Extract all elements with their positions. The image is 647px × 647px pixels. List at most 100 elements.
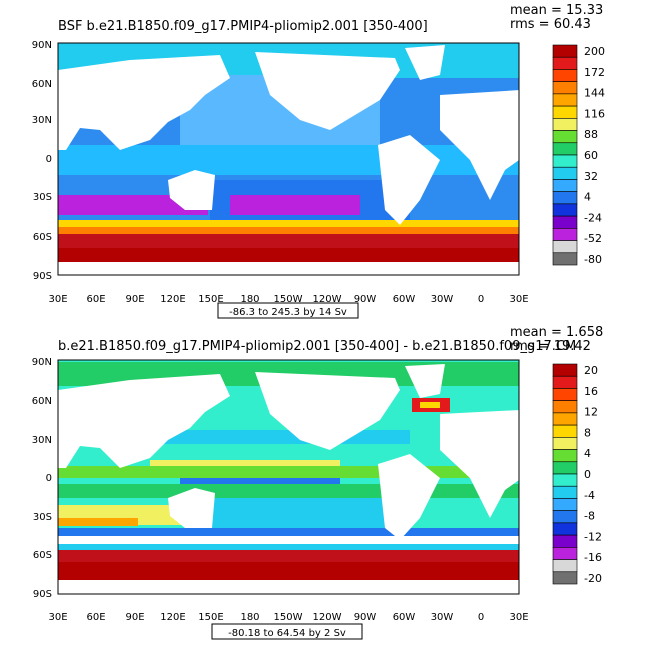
- colorbar-label: -52: [584, 232, 602, 245]
- panel-bottom-colorbar: 20 16 12 8 4 0 -4 -8 -12 -16 -20: [552, 363, 602, 585]
- lon-label: 90W: [354, 612, 377, 623]
- north-america: [255, 372, 400, 450]
- indian-gyre: [58, 195, 208, 215]
- acc-orange: [58, 227, 519, 234]
- colorbar-label: -24: [584, 211, 602, 224]
- panel-top-colorbar: 200 172 144 116 88 60 32 4 -24 -52 -80: [552, 44, 605, 266]
- colorbar-label: 200: [584, 45, 605, 58]
- north-america: [255, 52, 400, 130]
- lon-label: 30W: [431, 612, 454, 623]
- panel-top-title: BSF b.e21.B1850.f09_g17.PMIP4-pliomip2.0…: [58, 19, 428, 34]
- lon-label: 0: [478, 294, 484, 305]
- eurasia: [58, 55, 230, 150]
- colorbar-swatch: [552, 81, 578, 95]
- colorbar-swatch: [552, 166, 578, 180]
- south-america: [378, 454, 440, 540]
- lon-label: 60W: [393, 294, 416, 305]
- colorbar-swatch: [552, 547, 578, 560]
- australia: [168, 488, 215, 528]
- colorbar-swatch: [552, 534, 578, 548]
- colorbar-swatch: [552, 388, 578, 401]
- colorbar-swatch: [552, 412, 578, 426]
- lat-label: 60N: [32, 396, 52, 407]
- colorbar-swatch: [552, 215, 578, 229]
- lon-label: 0: [478, 612, 484, 623]
- lat-label: 60S: [33, 550, 52, 561]
- colorbar-label: 88: [584, 128, 598, 141]
- panel-top: BSF b.e21.B1850.f09_g17.PMIP4-pliomip2.0…: [32, 3, 605, 319]
- panel-top-range-box: [217, 302, 359, 319]
- lon-label: 90E: [125, 294, 144, 305]
- colorbar-label: 4: [584, 447, 591, 460]
- panel-bottom-lon-axis: 30E 60E 90E 120E 150E 180 150W 120W 90W …: [48, 612, 528, 623]
- colorbar-swatch: [552, 473, 578, 487]
- colorbar-label: 60: [584, 149, 598, 162]
- panel-bottom-lat-axis: 90N 60N 30N 0 30S 60S 90S: [32, 357, 52, 600]
- panel-bottom-frame: [57, 359, 520, 595]
- colorbar-swatch: [552, 571, 578, 585]
- panel-bottom-title: b.e21.B1850.f09_g17.PMIP4-pliomip2.001 […: [58, 339, 576, 354]
- colorbar-swatch: [552, 559, 578, 573]
- south-cyan: [200, 498, 400, 528]
- colorbar-swatch: [552, 93, 578, 107]
- colorbar-label: 8: [584, 426, 591, 439]
- colorbar-swatch: [552, 498, 578, 511]
- lat-label: 30N: [32, 115, 52, 126]
- lon-label: 180: [240, 612, 259, 623]
- colorbar-label: 32: [584, 170, 598, 183]
- colorbar-label: -8: [584, 510, 595, 523]
- lon-label: 120W: [313, 612, 342, 623]
- lat-label: 60N: [32, 79, 52, 90]
- panel-bottom-range-box: [211, 623, 363, 640]
- colorbar-swatch: [552, 400, 578, 414]
- colorbar-label: 116: [584, 107, 605, 120]
- lon-label: 30E: [509, 612, 528, 623]
- equatorial-band: [58, 145, 519, 175]
- acc-yellow: [58, 220, 519, 227]
- lon-label: 60E: [86, 294, 105, 305]
- lon-label: 30E: [48, 294, 67, 305]
- colorbar-swatch: [552, 510, 578, 524]
- lat-label: 90S: [33, 589, 52, 600]
- panel-bottom-mean: mean = 1.658: [510, 325, 603, 340]
- eq-green-2: [58, 484, 519, 498]
- colorbar-label: 16: [584, 385, 598, 398]
- colorbar-swatch: [552, 56, 578, 70]
- lon-label: 90E: [125, 612, 144, 623]
- lon-label: 120E: [160, 294, 185, 305]
- lat-label: 0: [46, 154, 52, 165]
- acc-white: [58, 536, 519, 544]
- colorbar-swatch: [552, 44, 578, 58]
- antarctica: [58, 580, 519, 594]
- lon-label: 90W: [354, 294, 377, 305]
- lon-label: 150W: [274, 612, 303, 623]
- antarctica: [58, 262, 519, 275]
- panel-bottom-rms: rms = 19.42: [510, 339, 591, 354]
- south-america: [378, 135, 440, 225]
- lon-label: 120E: [160, 612, 185, 623]
- eurasia: [58, 374, 230, 468]
- lon-label: 30E: [509, 294, 528, 305]
- south-indian-orange: [58, 518, 138, 526]
- colorbar-swatch: [552, 191, 578, 205]
- colorbar-label: 4: [584, 191, 591, 204]
- greenland: [405, 45, 445, 80]
- north-pacific-band: [160, 430, 410, 444]
- colorbar-label: 12: [584, 406, 598, 419]
- colorbar-label: -20: [584, 572, 602, 585]
- panel-top-rms: rms = 60.43: [510, 17, 591, 32]
- colorbar-label: 20: [584, 364, 598, 377]
- colorbar-swatch: [552, 118, 578, 131]
- colorbar-swatch: [552, 203, 578, 217]
- lon-label: 150W: [274, 294, 303, 305]
- colorbar-label: 172: [584, 66, 605, 79]
- colorbar-swatch: [552, 130, 578, 144]
- lon-label: 30W: [431, 294, 454, 305]
- colorbar-label: -16: [584, 551, 602, 564]
- lon-label: 30E: [48, 612, 67, 623]
- acc-blue: [58, 528, 519, 536]
- continents: [58, 45, 520, 275]
- colorbar-swatch: [552, 363, 578, 377]
- panel-bottom: b.e21.B1850.f09_g17.PMIP4-pliomip2.001 […: [32, 325, 603, 640]
